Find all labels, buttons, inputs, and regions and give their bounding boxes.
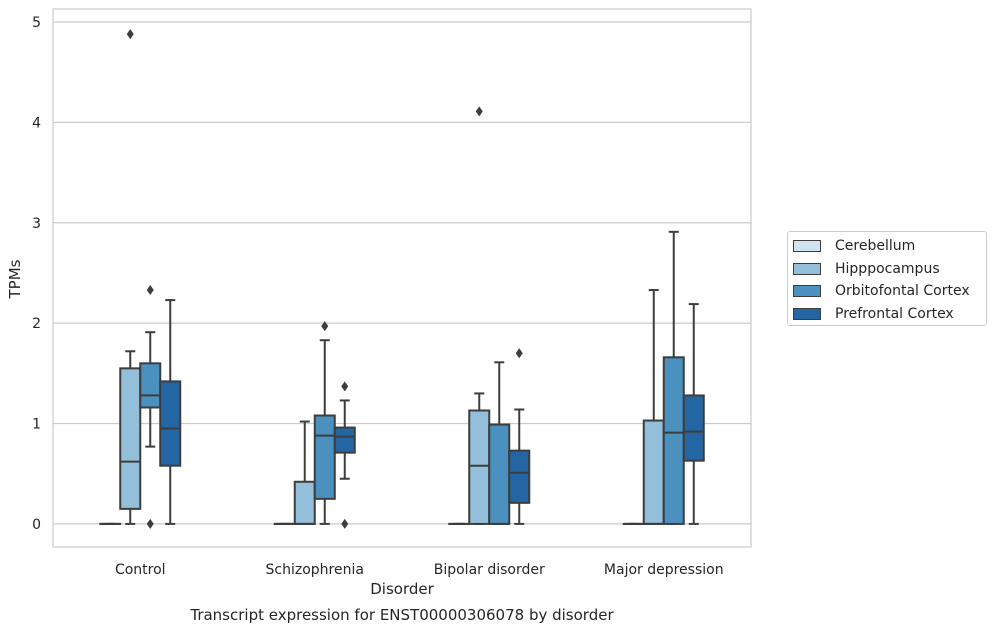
x-tick-label: Schizophrenia bbox=[266, 562, 364, 578]
legend-swatch-hippocampus bbox=[793, 262, 821, 275]
plot-frame bbox=[52, 8, 752, 548]
legend: Cerebellum Hipppocampus Orbitofontal Cor… bbox=[787, 231, 987, 326]
box-body bbox=[682, 394, 705, 462]
legend-label: Hipppocampus bbox=[835, 260, 940, 277]
box-body bbox=[508, 449, 531, 504]
box-body bbox=[119, 367, 142, 510]
box-body bbox=[488, 423, 511, 525]
outlier-marker bbox=[146, 518, 154, 529]
y-axis-label: TPMs bbox=[6, 259, 24, 299]
legend-item-cerebellum: Cerebellum bbox=[793, 235, 986, 258]
outlier-marker bbox=[126, 29, 134, 40]
legend-item-hippocampus: Hipppocampus bbox=[793, 258, 986, 281]
chart-caption: Transcript expression for ENST0000030607… bbox=[190, 606, 614, 624]
outlier-marker bbox=[146, 285, 154, 296]
x-tick-label: Control bbox=[115, 562, 166, 578]
box-2-1 bbox=[313, 321, 336, 525]
legend-item-prefrontal: Prefrontal Cortex bbox=[793, 303, 986, 326]
box-body bbox=[159, 380, 182, 467]
box-3-1 bbox=[333, 381, 356, 529]
legend-label: Orbitofontal Cortex bbox=[835, 283, 970, 300]
box-body bbox=[139, 362, 162, 409]
box-2-0 bbox=[139, 285, 162, 529]
legend-item-orbitofrontal: Orbitofontal Cortex bbox=[793, 280, 986, 303]
y-tick-label: 3 bbox=[32, 216, 41, 232]
box-1-0 bbox=[119, 29, 142, 525]
y-tick-label: 0 bbox=[32, 517, 41, 533]
x-axis-label: Disorder bbox=[370, 580, 434, 598]
box-2-3 bbox=[662, 230, 685, 525]
x-tick-label: Bipolar disorder bbox=[434, 562, 545, 578]
y-tick-label: 2 bbox=[32, 316, 41, 332]
box-3-0 bbox=[159, 299, 182, 525]
legend-swatch-orbitofrontal bbox=[793, 285, 821, 298]
box-body bbox=[333, 426, 356, 454]
outlier-marker bbox=[475, 106, 483, 117]
outlier-marker bbox=[341, 381, 349, 392]
box-3-3 bbox=[682, 303, 705, 525]
y-tick-label: 4 bbox=[32, 115, 41, 131]
box-body bbox=[313, 414, 336, 500]
box-1-3 bbox=[642, 289, 665, 525]
x-tick-label: Major depression bbox=[604, 562, 724, 578]
outlier-marker bbox=[515, 348, 523, 359]
tick-labels: 0 1 2 3 4 5 Control Schizophrenia Bipolar disord… bbox=[32, 15, 724, 578]
box-1-2 bbox=[468, 106, 491, 525]
box-body bbox=[293, 480, 316, 525]
outlier-marker bbox=[321, 321, 329, 332]
box-3-2 bbox=[508, 348, 531, 525]
y-tick-label: 5 bbox=[32, 15, 41, 31]
y-tick-label: 1 bbox=[32, 417, 41, 433]
boxes bbox=[99, 29, 705, 529]
legend-label: Cerebellum bbox=[835, 238, 916, 255]
legend-swatch-cerebellum bbox=[793, 240, 821, 253]
box-body bbox=[662, 356, 685, 525]
legend-label: Prefrontal Cortex bbox=[835, 305, 954, 322]
box-body bbox=[642, 419, 665, 525]
box-body bbox=[468, 409, 491, 525]
legend-swatch-prefrontal bbox=[793, 307, 821, 320]
box-2-2 bbox=[488, 361, 511, 525]
box-1-1 bbox=[293, 420, 316, 525]
outlier-marker bbox=[341, 518, 349, 529]
